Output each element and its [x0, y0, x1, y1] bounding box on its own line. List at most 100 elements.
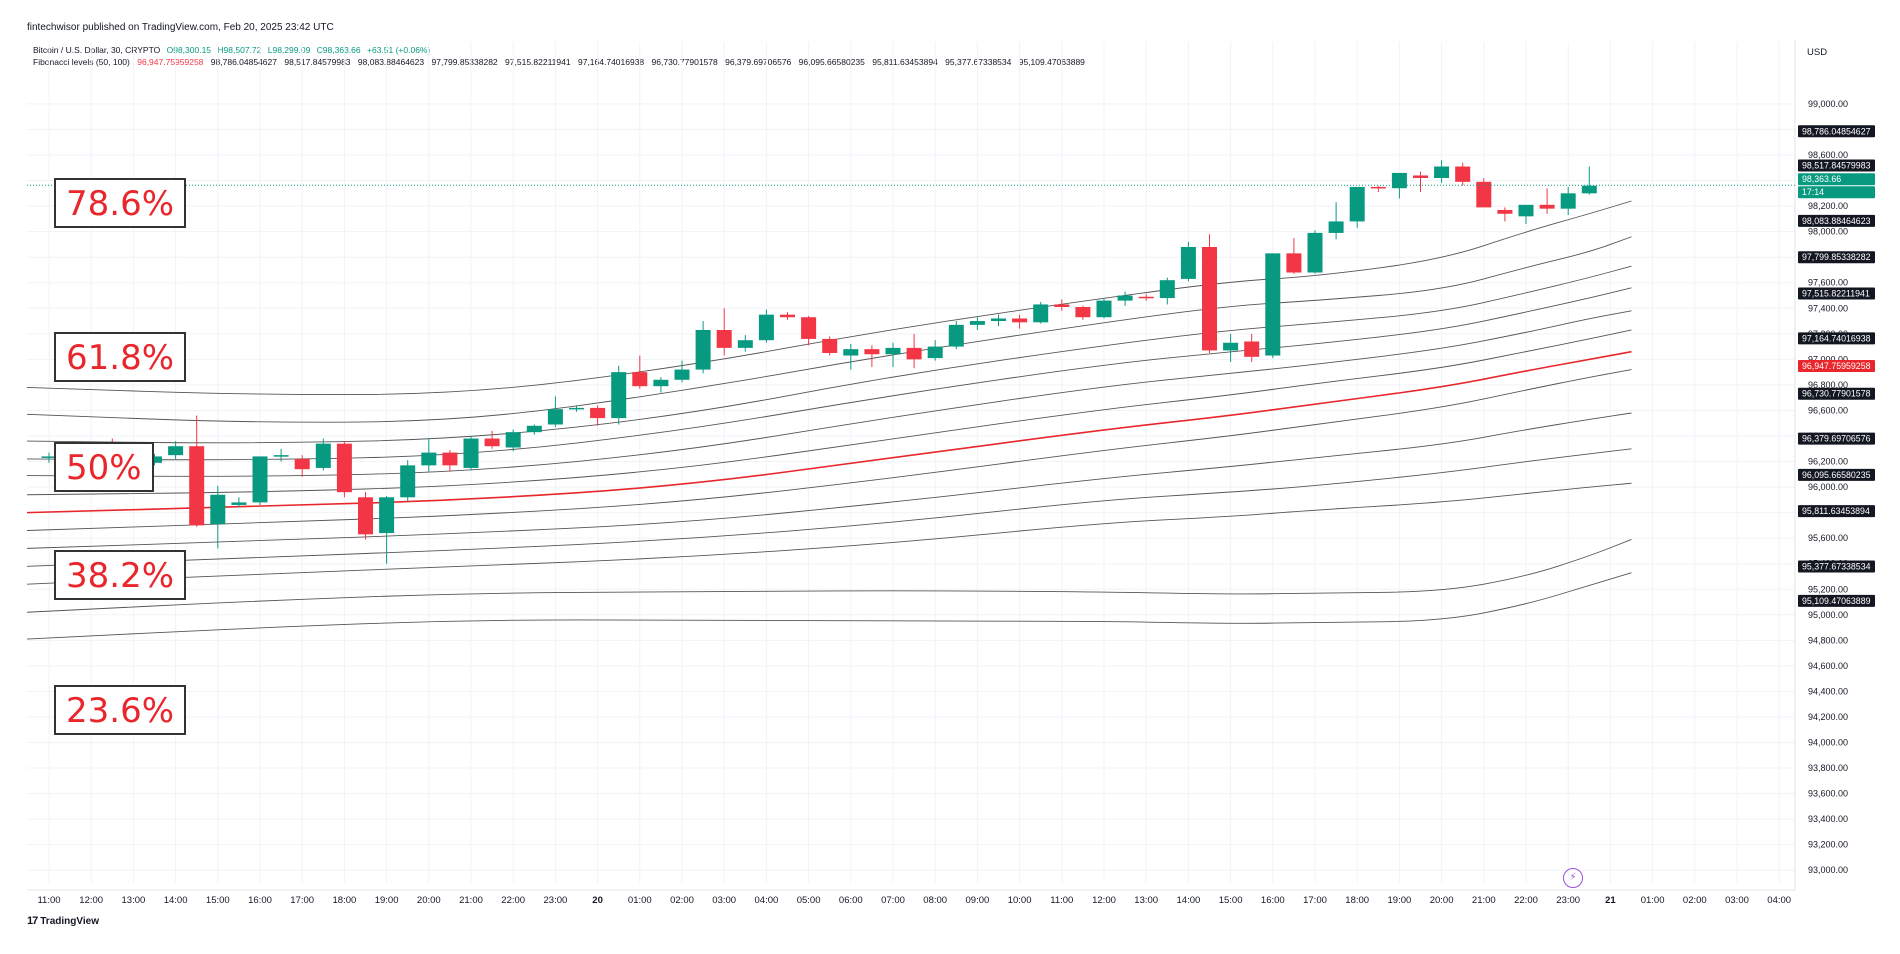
candle-body [1349, 186, 1365, 222]
tradingview-logo[interactable]: 17 TradingView [27, 915, 99, 927]
indicator-value-11: 95,377.67338534 [945, 57, 1012, 67]
candle-body [1455, 166, 1471, 182]
candle-body [1054, 304, 1070, 307]
fib-line-fib-50 [26, 350, 1632, 514]
price-tag-box [1798, 432, 1875, 445]
price-tag-label: 98,517.84579983 [1802, 161, 1871, 171]
candle-body [569, 407, 584, 410]
candle-body [611, 372, 627, 419]
high-value: H98,507.72 [217, 45, 262, 55]
candle-body [1096, 300, 1112, 318]
candle-body [1518, 204, 1534, 217]
price-tag-box [1798, 186, 1875, 199]
candle-body [843, 349, 859, 356]
price-tag-box [1798, 360, 1875, 373]
candle-body [1223, 342, 1239, 351]
price-tag-label: 96,095.66580235 [1802, 470, 1871, 480]
price-tag-box [1798, 125, 1875, 138]
x-tick-label: 05:00 [797, 895, 821, 906]
candle-body [1476, 181, 1492, 208]
x-tick-label: 21 [1605, 895, 1616, 906]
candle-body [1391, 172, 1407, 189]
x-tick-label: 04:00 [755, 895, 779, 906]
x-tick-label: 15:00 [206, 895, 230, 906]
candle-body [1413, 175, 1428, 179]
fib-annotation-236[interactable]: 23.6% [54, 685, 187, 735]
candle-body [421, 452, 437, 466]
candle-body [526, 425, 542, 433]
price-tag-label: 97,515.82211941 [1802, 288, 1870, 298]
candle-body [442, 452, 458, 466]
y-tick-label: 97,000.00 [1808, 354, 1848, 364]
indicator-value-2: 98,517.84579983 [284, 57, 351, 67]
fib-annotation-618[interactable]: 61.8% [54, 332, 187, 382]
open-value: O98,300.15 [166, 45, 212, 55]
candle-body [1138, 296, 1154, 299]
candle-body [1497, 209, 1513, 214]
fib-line-lower-5 [26, 412, 1632, 549]
indicator-value-1: 98,786.04854627 [210, 57, 277, 67]
low-value: L98,299.09 [267, 45, 311, 55]
price-tag-label: 98,083.88464623 [1802, 216, 1871, 226]
candle-body [1117, 295, 1133, 301]
x-tick-label: 11:00 [1050, 895, 1073, 906]
x-tick-label: 19:00 [375, 895, 399, 906]
x-tick-label: 02:00 [670, 895, 694, 906]
x-tick-label: 02:00 [1683, 895, 1707, 906]
x-tick-label: 03:00 [1725, 895, 1749, 906]
indicator-value-0: 96,947.75959258 [137, 57, 204, 67]
indicator-value-4: 97,799.85338282 [431, 57, 498, 67]
candle-body [1370, 186, 1386, 189]
indicator-value-3: 98,083.88464623 [357, 57, 425, 67]
y-tick-label: 93,000.00 [1808, 865, 1848, 875]
price-tag-label: 96,947.75959258 [1802, 361, 1871, 371]
time-axis[interactable]: 11:00 12:00 13:00 14:00 15:00 16:00 17:00 18:00… [37, 895, 1791, 906]
x-tick-label: 22:00 [501, 895, 525, 906]
x-tick-label: 18:00 [1345, 895, 1369, 906]
close-value: C98,363.66 [316, 45, 361, 55]
candle-body [590, 407, 606, 419]
x-tick-label: 18:00 [333, 895, 357, 906]
tradingview-logo-text: TradingView [40, 916, 99, 927]
candle-body [252, 456, 268, 503]
candle-body [463, 438, 479, 468]
candle-body [1265, 253, 1281, 356]
x-tick-label: 01:00 [628, 895, 652, 906]
y-tick-label: 93,600.00 [1808, 789, 1848, 799]
replay-icon[interactable]: ⚡ [1563, 868, 1583, 888]
y-tick-label: 94,200.00 [1808, 712, 1848, 722]
fib-annotation-786[interactable]: 78.6% [54, 178, 187, 228]
indicator-value-12: 95,109.47063889 [1018, 57, 1085, 67]
candle-body [41, 456, 57, 458]
y-tick-label: 99,000.00 [1808, 99, 1848, 109]
x-tick-label: 21:00 [1472, 895, 1496, 906]
x-tick-label: 12:00 [1092, 895, 1116, 906]
fib-annotation-50[interactable]: 50% [54, 442, 154, 492]
y-tick-label: 96,600.00 [1808, 405, 1848, 415]
symbol-name[interactable]: Bitcoin / U.S. Dollar, 30, CRYPTO [33, 45, 161, 55]
candle-body [822, 338, 838, 353]
y-tick-label: 93,400.00 [1808, 814, 1848, 824]
indicator-value-7: 96,730.77901578 [651, 57, 718, 67]
price-tag-box [1798, 159, 1875, 172]
candle-body [1328, 221, 1344, 233]
price-tag-label: 95,109.47063889 [1802, 596, 1871, 606]
indicator-name[interactable]: Fibonacci levels (50, 100) [33, 57, 130, 67]
y-tick-label: 95,600.00 [1808, 533, 1848, 543]
y-tick-label: 94,800.00 [1808, 635, 1848, 645]
y-tick-label: 96,000.00 [1808, 482, 1848, 492]
candle-body [547, 409, 563, 425]
x-tick-label: 06:00 [839, 895, 863, 906]
x-tick-label: 16:00 [1261, 895, 1285, 906]
price-tag-label: 98,786.04854627 [1802, 126, 1871, 136]
fib-annotation-382[interactable]: 38.2% [54, 550, 187, 600]
x-tick-label: 20:00 [417, 895, 441, 906]
currency-label[interactable]: USD [1807, 47, 1828, 58]
x-tick-label: 16:00 [248, 895, 272, 906]
indicator-value-8: 96,379.69706576 [725, 57, 792, 67]
indicator-value-6: 97,164.74016938 [577, 57, 645, 67]
candle-body [695, 329, 711, 370]
indicator-legend: Fibonacci levels (50, 100) 96,947.759592… [33, 57, 1090, 67]
fib-line-lower-outer [26, 572, 1632, 640]
